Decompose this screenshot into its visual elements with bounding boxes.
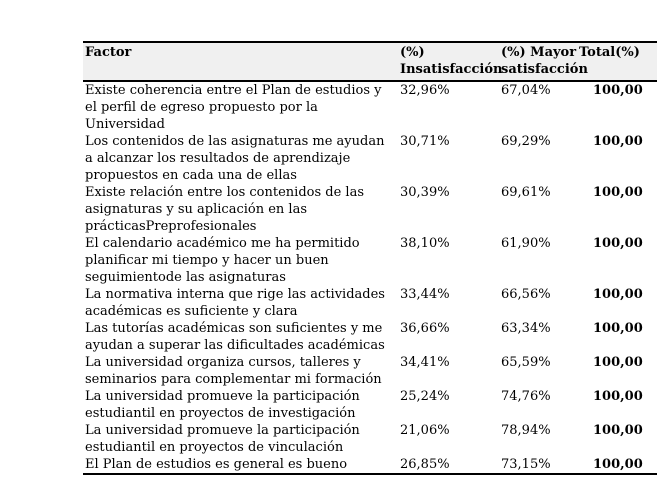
mayor-satisfaccion-cell: 65,59% (501, 355, 551, 370)
mayor-satisfaccion-cell: 73,15% (501, 457, 551, 472)
mayor-satisfaccion-cell: 74,76% (501, 389, 551, 404)
factor-cell: Los contenidos de las asignaturas me ayu… (85, 134, 385, 183)
header-factor: Factor (83, 42, 400, 82)
mayor-satisfaccion-cell: 67,04% (501, 83, 551, 98)
mayor-satisfaccion-cell: 69,29% (501, 134, 551, 149)
table-row: Las tutorías académicas son suficientes … (83, 320, 657, 354)
insatisfaccion-cell: 30,71% (400, 134, 450, 149)
insatisfaccion-cell: 21,06% (400, 423, 450, 438)
mayor-satisfaccion-cell: 66,56% (501, 287, 551, 302)
total-cell: 100,00 (593, 321, 643, 336)
insatisfaccion-cell: 38,10% (400, 236, 450, 251)
table-row: La normativa interna que rige las activi… (83, 286, 657, 320)
satisfaction-factors-table: Factor (%) Insatisfacción (%) Mayor sati… (83, 41, 657, 475)
insatisfaccion-cell: 36,66% (400, 321, 450, 336)
insatisfaccion-cell: 33,44% (400, 287, 450, 302)
header-row: Factor (%) Insatisfacción (%) Mayor sati… (83, 42, 657, 82)
total-cell: 100,00 (593, 389, 643, 404)
mayor-satisfaccion-cell: 63,34% (501, 321, 551, 336)
header-insatisfaccion: (%) Insatisfacción (400, 42, 502, 82)
total-cell: 100,00 (593, 457, 643, 472)
factor-cell: La normativa interna que rige las activi… (85, 287, 385, 319)
factor-cell: Existe coherencia entre el Plan de estud… (85, 83, 382, 132)
insatisfaccion-cell: 26,85% (400, 457, 450, 472)
table-row: Los contenidos de las asignaturas me ayu… (83, 133, 657, 184)
table-row: Existe coherencia entre el Plan de estud… (83, 81, 657, 133)
insatisfaccion-cell: 32,96% (400, 83, 450, 98)
total-cell: 100,00 (593, 287, 643, 302)
factor-cell: El Plan de estudios es general es bueno (85, 457, 348, 472)
table-header: Factor (%) Insatisfacción (%) Mayor sati… (83, 42, 657, 82)
header-total: Total(%) (579, 42, 657, 82)
table-row: El calendario académico me ha permitido … (83, 235, 657, 286)
factor-cell: La universidad promueve la participación… (85, 389, 360, 421)
mayor-satisfaccion-cell: 61,90% (501, 236, 551, 251)
table-row: Existe relación entre los contenidos de … (83, 184, 657, 235)
table-body: Existe coherencia entre el Plan de estud… (83, 81, 657, 474)
factor-cell: El calendario académico me ha permitido … (85, 236, 360, 285)
mayor-satisfaccion-cell: 69,61% (501, 185, 551, 200)
factor-cell: La universidad organiza cursos, talleres… (85, 355, 382, 387)
insatisfaccion-cell: 25,24% (400, 389, 450, 404)
total-cell: 100,00 (593, 83, 643, 98)
header-mayor-satisfaccion: (%) Mayor satisfacción (501, 42, 588, 82)
total-cell: 100,00 (593, 134, 643, 149)
factor-cell: La universidad promueve la participación… (85, 423, 360, 455)
table-row: La universidad promueve la participación… (83, 388, 657, 422)
insatisfaccion-cell: 30,39% (400, 185, 450, 200)
table-row: La universidad organiza cursos, talleres… (83, 354, 657, 388)
total-cell: 100,00 (593, 355, 643, 370)
total-cell: 100,00 (593, 236, 643, 251)
insatisfaccion-cell: 34,41% (400, 355, 450, 370)
table-row: El Plan de estudios es general es bueno … (83, 456, 657, 474)
total-cell: 100,00 (593, 423, 643, 438)
table-row: La universidad promueve la participación… (83, 422, 657, 456)
total-cell: 100,00 (593, 185, 643, 200)
mayor-satisfaccion-cell: 78,94% (501, 423, 551, 438)
factor-cell: Las tutorías académicas son suficientes … (85, 321, 385, 353)
factor-cell: Existe relación entre los contenidos de … (85, 185, 365, 234)
